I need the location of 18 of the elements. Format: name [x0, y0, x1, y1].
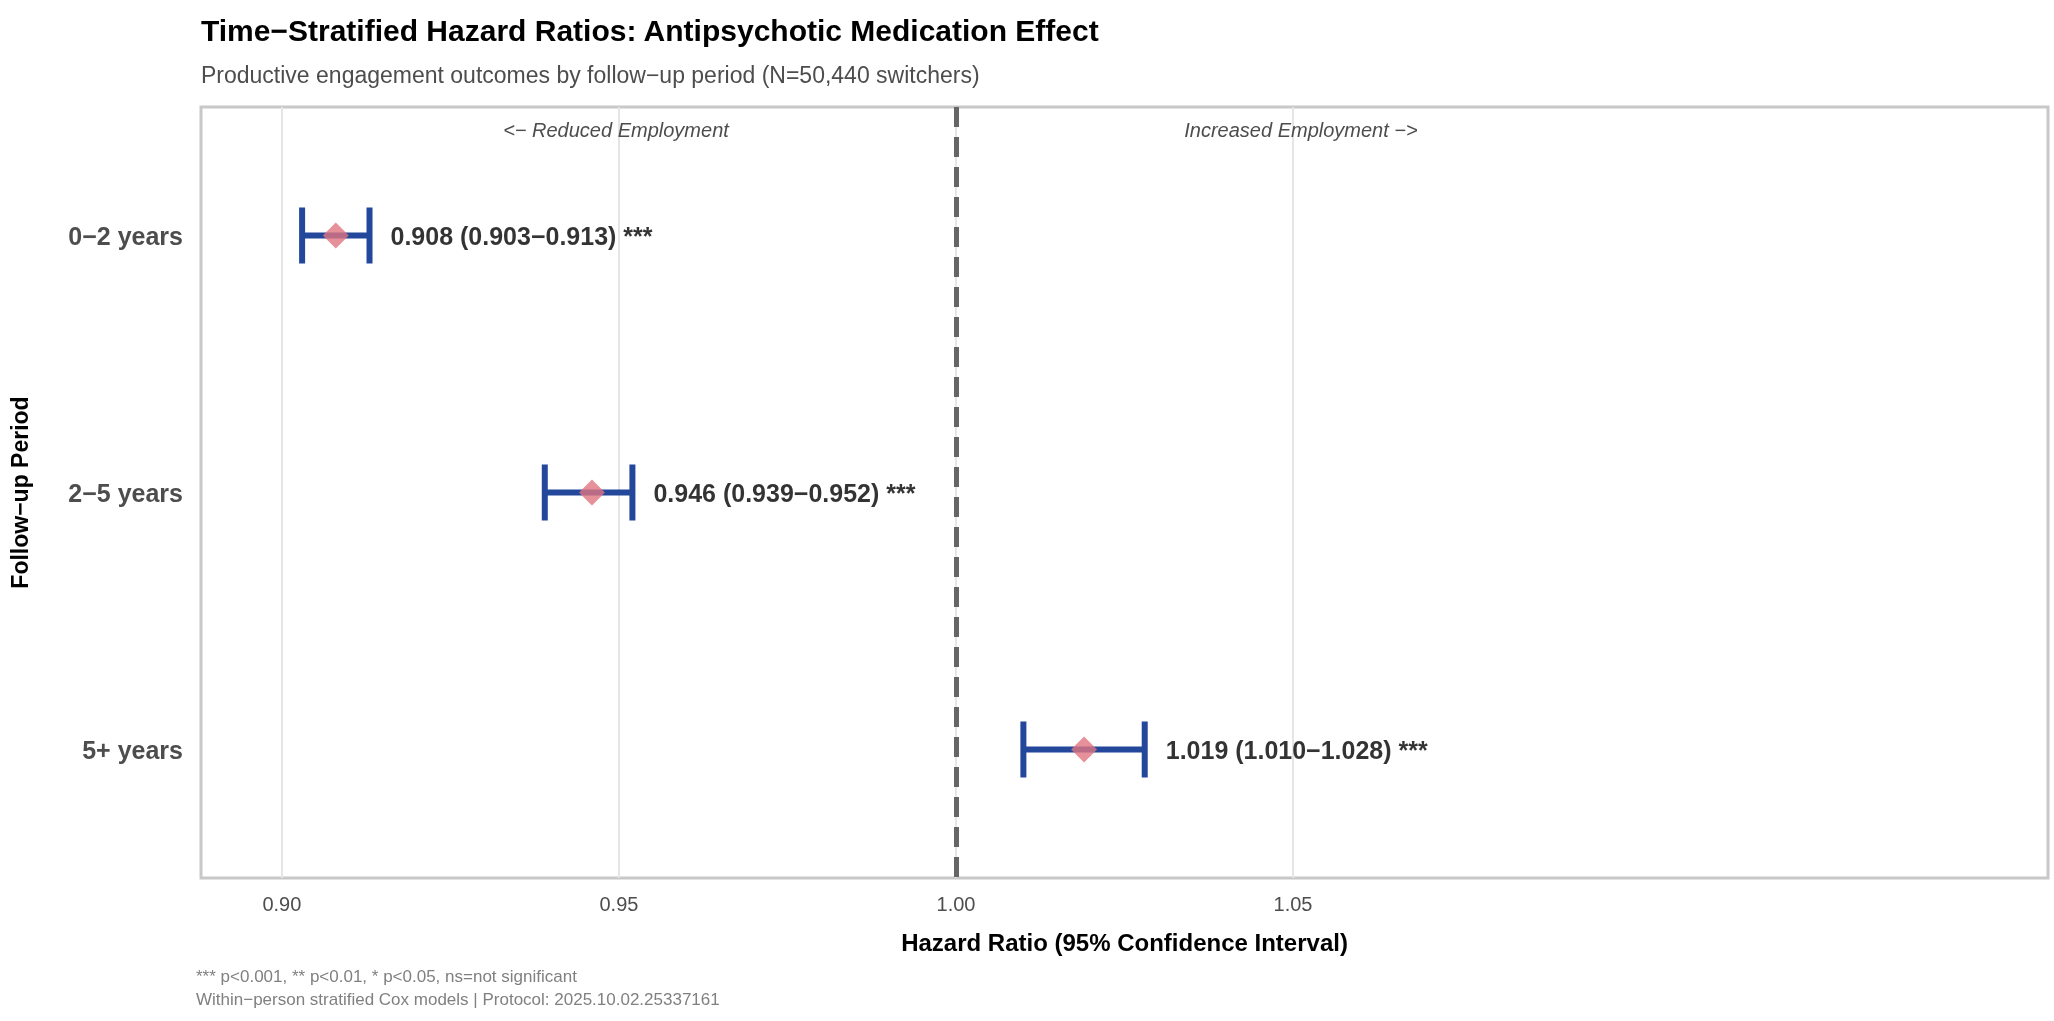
x-tick-label: 0.95 [599, 893, 639, 915]
x-axis-title: Hazard Ratio (95% Confidence Interval) [901, 928, 1348, 956]
data-label: 0.946 (0.939−0.952) *** [653, 478, 916, 507]
x-tick-label: 1.00 [936, 893, 976, 915]
text: Within−person stratified Cox models | Protocol: 2025.10.02.25337161 [196, 990, 720, 1009]
chart-subtitle: Productive engagement outcomes by follow−up period (N=50,440 switchers) [201, 61, 980, 88]
annotation: Increased Employment −> [1184, 119, 1418, 141]
annotation: <− Reduced Employment [503, 119, 731, 141]
text: *** p<0.001, ** p<0.01, * p<0.05, ns=not significant [196, 967, 578, 986]
y-tick-label: 0−2 years [68, 221, 183, 250]
x-tick-label: 0.90 [262, 893, 302, 915]
data-label: 1.019 (1.010−1.028) *** [1165, 735, 1429, 764]
chart-title: Time−Stratified Hazard Ratios: Antipsychotic Medication Effect [201, 13, 1099, 47]
data-label: 0.908 (0.903−0.913) *** [390, 221, 653, 250]
x-tick-label: 1.05 [1273, 893, 1313, 915]
y-axis-title: Follow−up Period [6, 396, 33, 589]
y-tick-label: 5+ years [82, 735, 183, 764]
y-tick-label: 2−5 years [68, 478, 183, 507]
